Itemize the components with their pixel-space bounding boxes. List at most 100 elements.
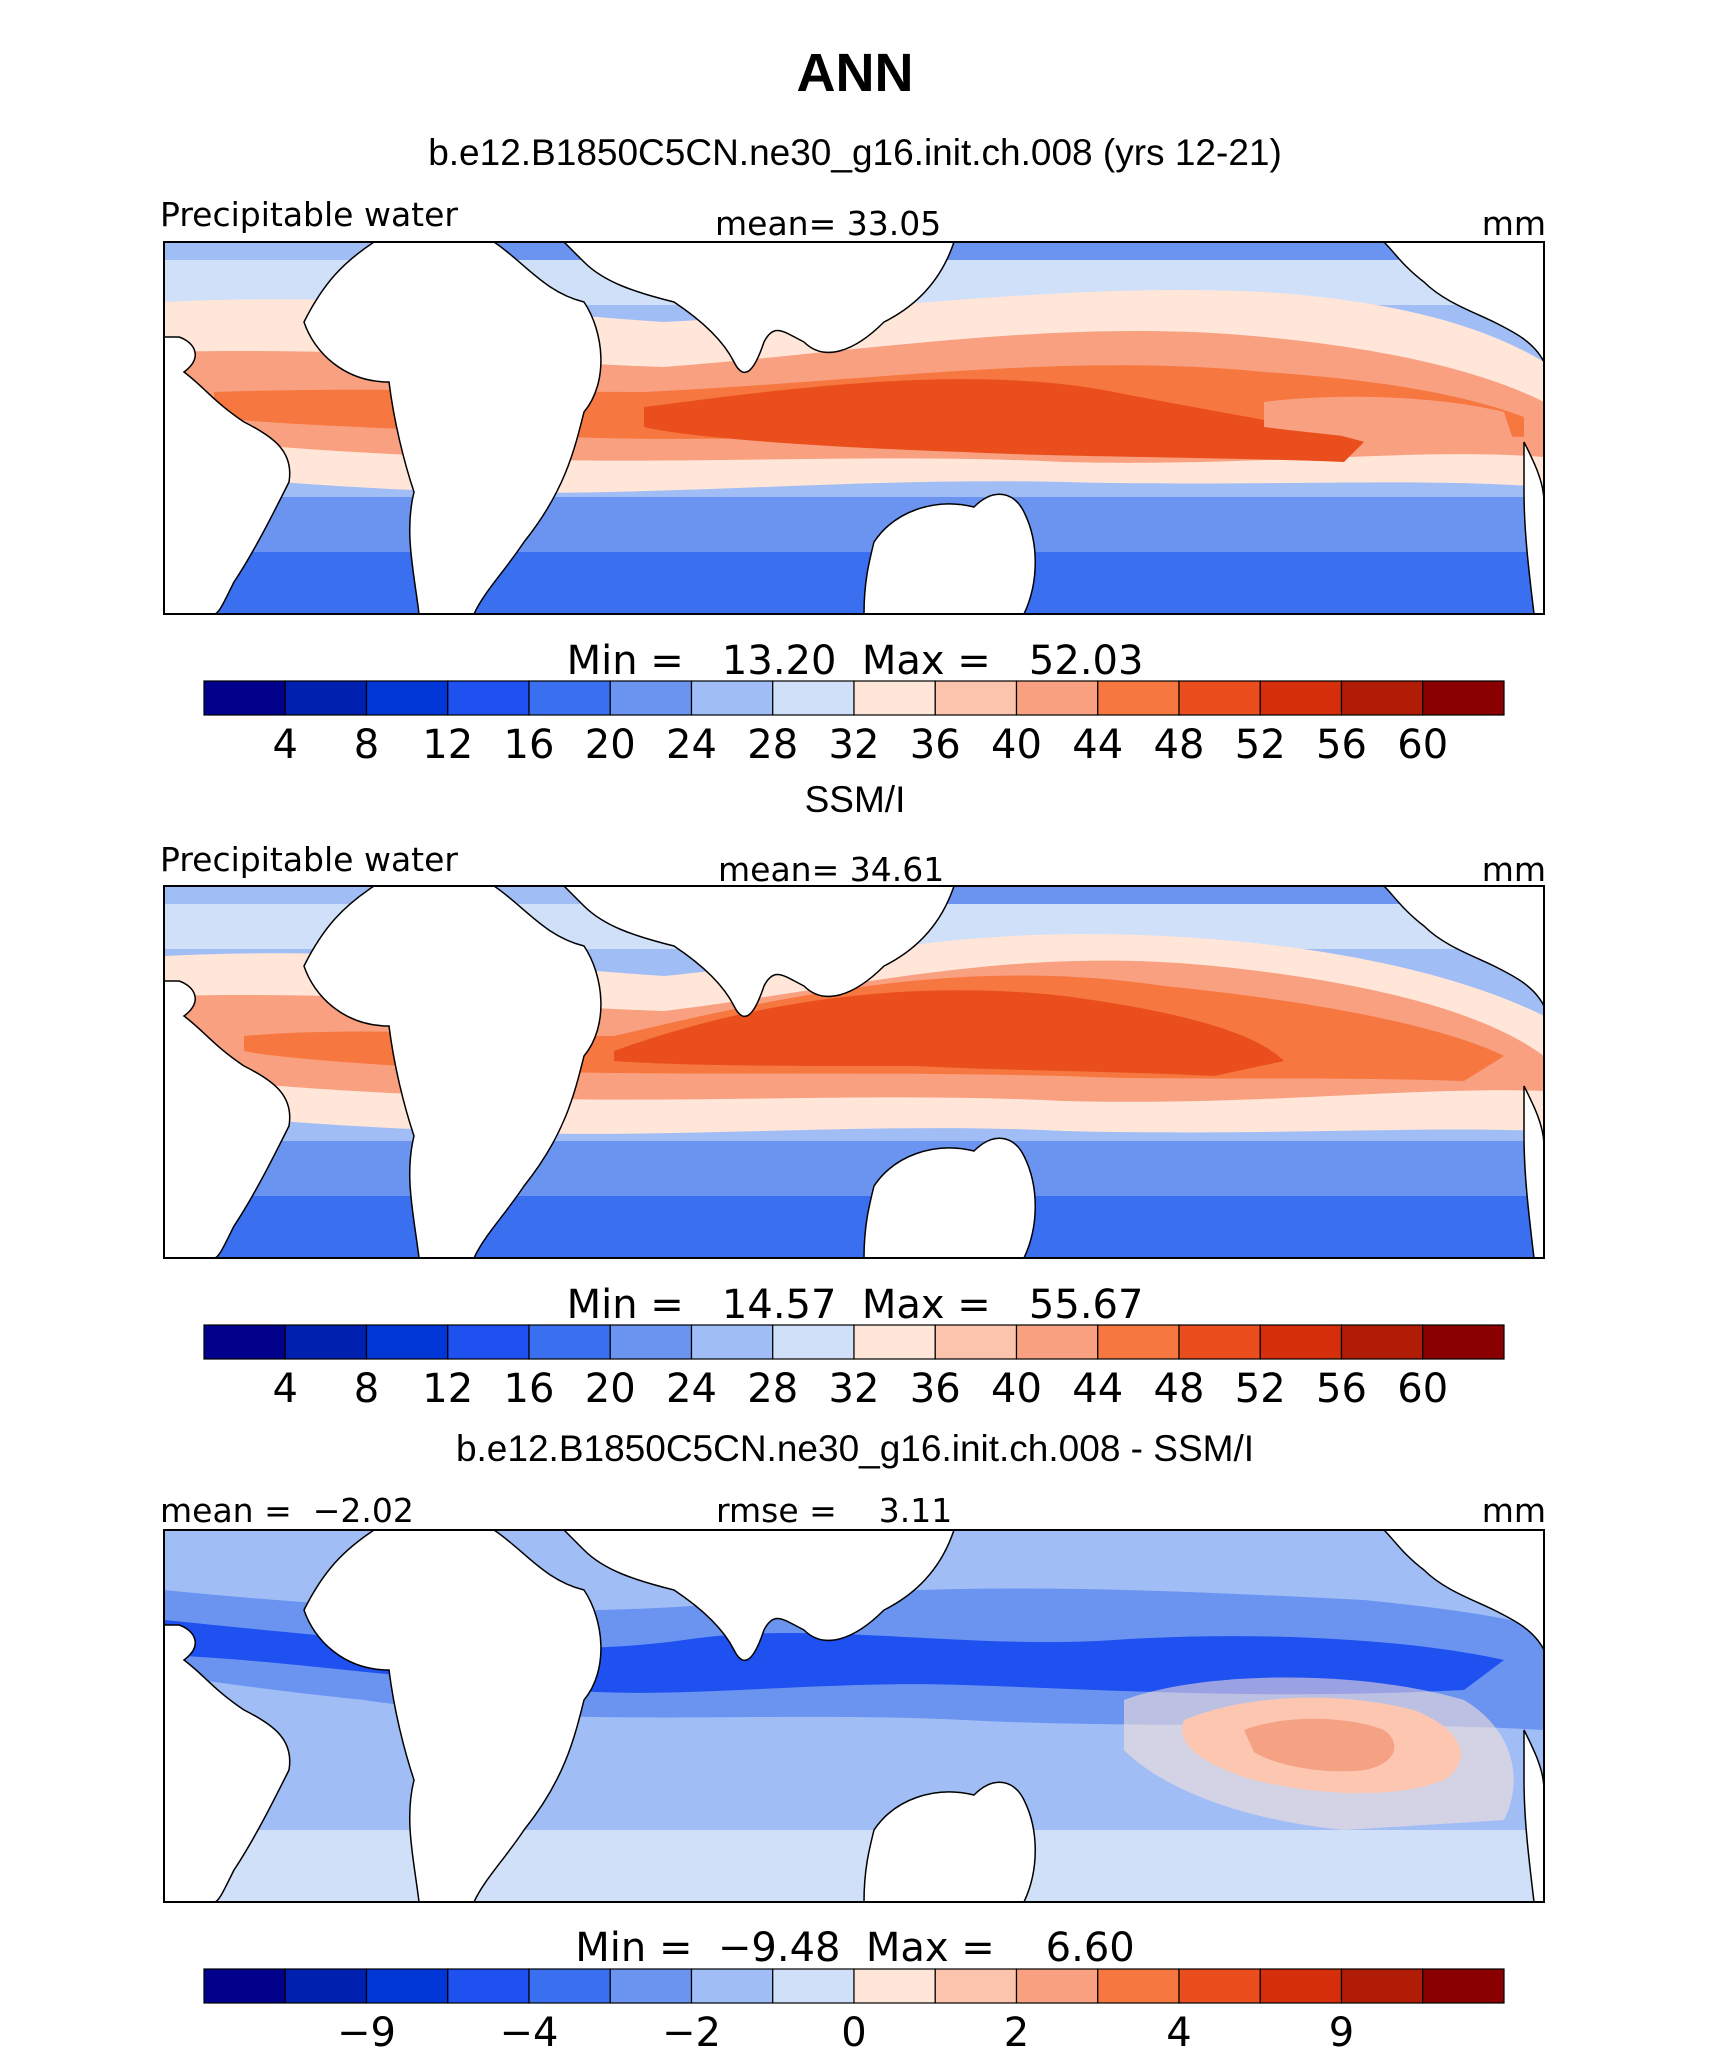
colorbar-swatch [1015, 1324, 1099, 1360]
colorbar-tick-label: −4 [500, 2010, 559, 2056]
colorbar-swatch [1015, 1968, 1099, 2004]
ocean-band-north-dry [914, 886, 1544, 904]
moist-belt-48 [644, 379, 1364, 462]
panel-heading: SSM/I [805, 779, 906, 820]
colorbar-tick-label: 12 [422, 722, 473, 768]
continent-eurasia [562, 1530, 955, 1662]
continent-australia [863, 493, 1036, 614]
colorbar-swatch [1259, 680, 1343, 716]
colorbar-tick-label: 56 [1316, 1366, 1367, 1412]
colorbar-swatch [528, 1968, 611, 2004]
colorbar-swatch [447, 1968, 530, 2004]
continent-eurasia [562, 242, 955, 374]
colorbar-swatch [1259, 1968, 1343, 2004]
figure-title: ANN [797, 43, 914, 103]
continent-australia [863, 1781, 1036, 1902]
colorbar-swatch [1340, 1324, 1424, 1360]
colorbar-swatch [203, 1968, 286, 2004]
diff-wet-fringe [1124, 1677, 1514, 1830]
ocean-band-south-dry [164, 1196, 1544, 1258]
colorbar-tick-label: 20 [585, 722, 636, 768]
colorbar-tick-label: 16 [504, 1366, 555, 1412]
colorbar-tick-label: 44 [1072, 722, 1123, 768]
colorbar-tick-label: 4 [1166, 2010, 1191, 2056]
colorbar-swatch [853, 1324, 936, 1360]
colorbar-tick-label: 2 [1004, 2010, 1029, 2056]
colorbar-tick-label: 24 [666, 1366, 717, 1412]
colorbar-swatch [447, 680, 530, 716]
colorbar-swatch [609, 680, 693, 716]
continent-eurasia [562, 886, 955, 1018]
colorbar-tick-label: 40 [991, 722, 1042, 768]
colorbar-swatch [772, 1324, 855, 1360]
colorbar: −9 −4 −2 0 2 4 9 [203, 1968, 1505, 2056]
minmax-label: Min = 14.57 Max = 55.67 [567, 1282, 1144, 1328]
colorbar-swatch [1340, 1968, 1424, 2004]
diff-south-near-zero [164, 1830, 1544, 1902]
colorbar-swatch [1015, 680, 1099, 716]
colorbar-tick-label: 4 [273, 1366, 298, 1412]
colorbar-swatch [284, 1324, 368, 1360]
colorbar-tick-label: 16 [504, 722, 555, 768]
colorbar-swatch [365, 680, 449, 716]
colorbar-swatch [690, 1324, 774, 1360]
colorbar-tick-label: 32 [829, 722, 880, 768]
colorbar-swatch [1178, 1968, 1261, 2004]
colorbar-tick-label: 36 [910, 1366, 961, 1412]
colorbar-swatch [284, 680, 368, 716]
colorbar-swatch [284, 1968, 368, 2004]
colorbar-swatch [1178, 680, 1261, 716]
colorbar-swatch [528, 1324, 611, 1360]
colorbar-swatch [203, 1324, 286, 1360]
colorbar-swatch [447, 1324, 530, 1360]
ocean-band-south-moist [164, 497, 1544, 562]
panel-obs: SSM/I Precipitable water mean= 34.61 mm [160, 779, 1546, 1412]
colorbar-swatch [853, 1968, 936, 2004]
units-label: mm [1482, 1491, 1546, 1530]
colorbar-swatch [1097, 1968, 1180, 2004]
map-plot [163, 241, 1545, 615]
colorbar-tick-label: 40 [991, 1366, 1042, 1412]
colorbar-swatch [1259, 1324, 1343, 1360]
colorbar-swatch [365, 1968, 449, 2004]
ocean-band-south-moist [164, 1141, 1544, 1206]
colorbar-swatch [528, 680, 611, 716]
minmax-label: Min = 13.20 Max = 52.03 [567, 638, 1144, 684]
continent-australia [863, 1137, 1036, 1258]
colorbar-swatch [1422, 1324, 1505, 1360]
colorbar-swatch [609, 1968, 693, 2004]
colorbar-swatch [934, 680, 1018, 716]
variable-label: Precipitable water [160, 840, 458, 879]
mean-label: mean= 34.61 [718, 850, 944, 889]
minmax-label: Min = −9.48 Max = 6.60 [575, 1925, 1135, 1971]
colorbar-swatch [690, 680, 774, 716]
colorbar-tick-label: 8 [354, 722, 379, 768]
dry-patch-east [1264, 396, 1514, 444]
map-plot [163, 1529, 1545, 1903]
colorbar-swatch [690, 1968, 774, 2004]
colorbar-swatch [1178, 1324, 1261, 1360]
colorbar-swatch [1097, 680, 1180, 716]
colorbar-tick-label: −9 [337, 2010, 396, 2056]
colorbar-swatch [1422, 680, 1505, 716]
ocean-band-south-dry [164, 552, 1544, 614]
moist-belt-48 [614, 990, 1284, 1076]
colorbar-swatch [853, 680, 936, 716]
panel-model: b.e12.B1850C5CN.ne30_g16.init.ch.008 (yr… [160, 132, 1546, 768]
colorbar-tick-label: 32 [829, 1366, 880, 1412]
colorbar-swatch [609, 1324, 693, 1360]
colorbar-swatch [365, 1324, 449, 1360]
colorbar-tick-label: 24 [666, 722, 717, 768]
panel-diff: b.e12.B1850C5CN.ne30_g16.init.ch.008 - S… [160, 1428, 1546, 2056]
map-plot [163, 885, 1545, 1259]
colorbar-swatch [1097, 1324, 1180, 1360]
colorbar-tick-label: 4 [273, 722, 298, 768]
colorbar-tick-label: 60 [1397, 722, 1448, 768]
colorbar-tick-label: 48 [1154, 722, 1205, 768]
mean-label: mean= 33.05 [715, 204, 941, 243]
rmse-label: rmse = 3.11 [716, 1491, 952, 1530]
continent-americas-west [164, 1624, 291, 1902]
continent-north-america [1382, 242, 1544, 363]
colorbar-tick-label: 56 [1316, 722, 1367, 768]
